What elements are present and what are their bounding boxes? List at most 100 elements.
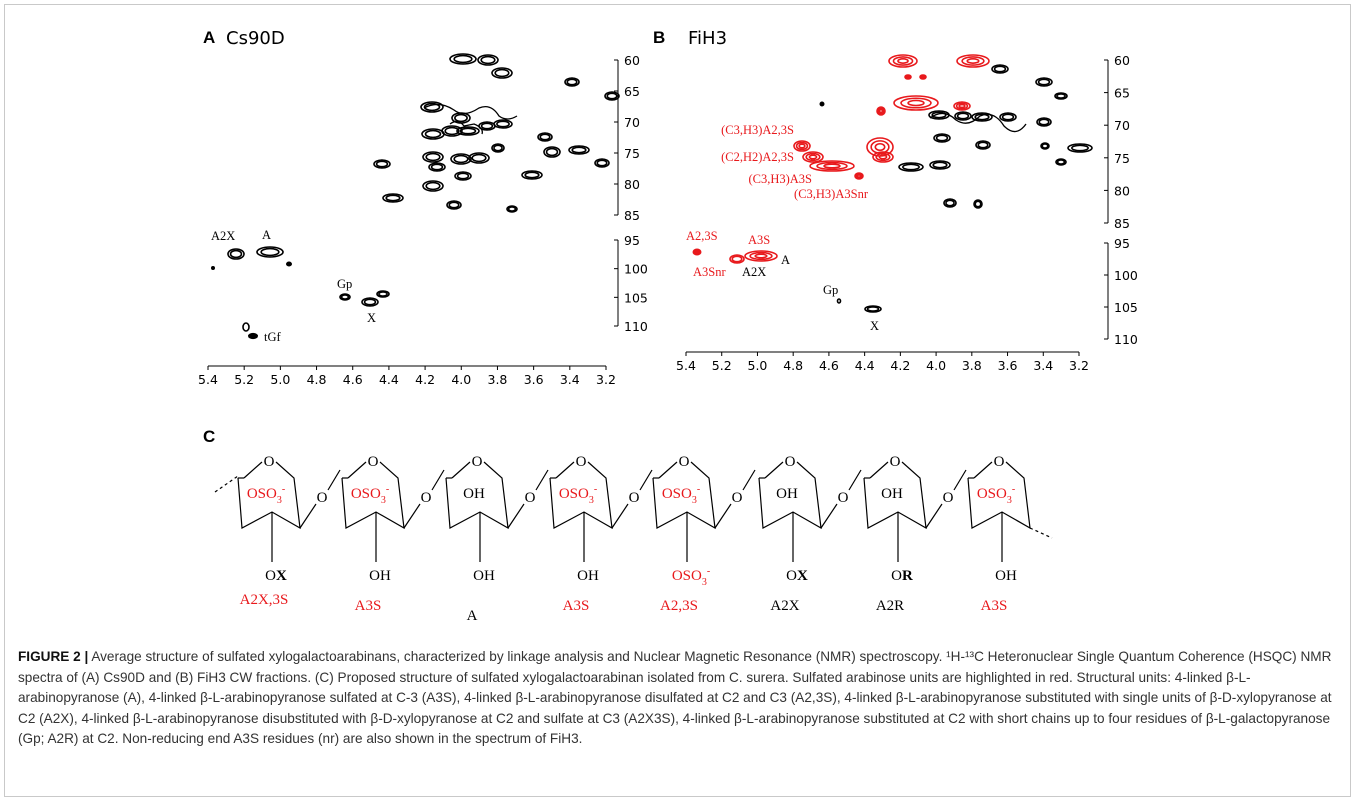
chain-continuation: [214, 475, 239, 493]
ring-substituent: OH: [463, 486, 485, 502]
panel-b-title: FiH3: [688, 28, 727, 49]
cross-peak-a: [422, 180, 444, 192]
ring-bond: [652, 461, 716, 530]
cross-peak-sulfated: [808, 154, 818, 160]
cross-peak-a: [385, 194, 401, 202]
cross-peak-sulfated: [809, 160, 855, 172]
cross-peak-b: [954, 111, 972, 121]
ring-substituent: OSO3-: [559, 484, 597, 506]
cross-peak-sulfated: [793, 140, 811, 152]
x-tick-label: 3.2: [596, 372, 616, 387]
cross-peak-sulfated: [805, 152, 821, 162]
cross-peak-sulfated: [900, 97, 932, 109]
bottom-group: OX: [786, 568, 808, 584]
ring-substituent: OH: [776, 486, 798, 502]
cross-peak-a: [450, 153, 472, 165]
cross-peak-a: [456, 172, 470, 180]
glycosidic-oxygen: O: [732, 490, 743, 506]
ring-bond: [445, 461, 509, 530]
cross-peak-sulfated: [876, 106, 886, 116]
y-tick-label: 75: [624, 146, 640, 161]
cross-peak-sulfated: [878, 154, 888, 160]
glycosidic-bond: [327, 469, 341, 491]
y-tick-label: 65: [624, 84, 640, 99]
glycosidic-oxygen: O: [421, 490, 432, 506]
glycosidic-oxygen: O: [317, 490, 328, 506]
pyranose-unit: O OSO3- OH A3S O: [549, 454, 653, 614]
ring-bond: [549, 461, 613, 530]
panel-b: 5.4 5.2 5.0 4.8 4.6 4.4 4.2 4.0 3.8 3.6 3.4 3.2 60 65…: [676, 53, 1138, 373]
cross-peak-a: [524, 171, 540, 179]
x-tick-label: 5.4: [676, 358, 696, 373]
cross-peak-a: [468, 152, 490, 164]
pyranose-unit: O OH OX A2X O: [758, 454, 862, 614]
caption-text: Average structure of sulfated xylogalact…: [18, 649, 1332, 746]
cross-peak-a: [545, 147, 559, 157]
cross-peak-tgf: [248, 332, 258, 340]
ring-oxygen: O: [785, 454, 796, 470]
glycosidic-bond: [820, 503, 838, 529]
cross-peak-sulfated: [921, 75, 925, 79]
cross-peak-b: [971, 112, 993, 122]
panel-b-letter: B: [653, 28, 665, 47]
cross-peak-a: [491, 67, 513, 79]
cross-peak-sulfated: [823, 163, 841, 169]
cross-peak-sulfated: [854, 172, 864, 180]
cross-peak-sulfated: [893, 95, 939, 111]
cross-peak-a: [454, 113, 468, 123]
unit-label: A2X: [770, 598, 799, 614]
panel-a-title: Cs90D: [226, 28, 285, 49]
label-a3s: A3S: [748, 233, 770, 247]
cross-peak-b: [943, 198, 957, 208]
y-tick-label: 105: [624, 290, 648, 305]
xylogalactoarabinan-structure: O OSO3- OX A2X,3S O O OSO3- OH A3S O O OH OH A O O OSO3-…: [214, 454, 1053, 624]
cross-peak-sulfated: [897, 58, 909, 64]
cross-peak-a3snr: [729, 254, 745, 264]
ring-substituent: OSO3-: [247, 484, 285, 506]
cross-peak-sulfated: [961, 56, 985, 66]
cross-peak-gp: [836, 298, 842, 304]
cross-peak-a: [494, 68, 510, 78]
peak-contour: [449, 120, 483, 135]
x-tick-label: 4.0: [451, 372, 471, 387]
cross-peak-sulfated: [955, 102, 969, 110]
x-tick-label: 4.0: [926, 358, 946, 373]
cross-peak-b: [945, 199, 955, 207]
x-tick-label: 5.0: [270, 372, 290, 387]
y-tick-label: 105: [1114, 300, 1138, 315]
figure-frame: [4, 4, 1351, 797]
ring-bond: [758, 461, 822, 530]
ring-substituent: OH: [881, 486, 903, 502]
x-tick-label: 5.2: [712, 358, 732, 373]
cross-peak-a23s: [692, 248, 702, 256]
cross-peak-b: [1056, 159, 1066, 165]
cross-peak: [211, 266, 215, 270]
cross-peak: [376, 290, 390, 298]
glycosidic-oxygen: O: [525, 490, 536, 506]
cross-peak-sulfated: [875, 152, 891, 162]
x-tick-label: 3.8: [962, 358, 982, 373]
glycosidic-bond: [639, 469, 653, 491]
peak-contour: [423, 103, 518, 120]
cross-peak-a: [480, 122, 494, 130]
ring-oxygen: O: [679, 454, 690, 470]
cross-peak-a: [444, 126, 460, 136]
cross-peak-a3s: [744, 250, 778, 262]
cross-peak-b: [931, 111, 947, 119]
label-c3h3-a3s: (C3,H3)A3S: [748, 172, 812, 186]
cross-peak-a: [568, 145, 590, 155]
cross-peak-sulfated: [878, 108, 884, 114]
y-tick-label: 75: [1114, 151, 1130, 166]
x-tick-label: 4.2: [890, 358, 910, 373]
x-tick-label: 4.6: [343, 372, 363, 387]
cross-peak-b: [975, 140, 991, 150]
x-tick-label: 4.2: [415, 372, 435, 387]
cross-peak-b: [932, 161, 948, 169]
cross-peak-sulfated: [855, 173, 863, 179]
x-tick-label: 4.4: [855, 358, 875, 373]
label-a3snr: A3Snr: [693, 265, 726, 279]
cross-peak-b: [935, 134, 949, 142]
cross-peak-b: [999, 112, 1017, 122]
cross-peak: [378, 291, 388, 297]
cross-peak-a: [456, 126, 480, 136]
